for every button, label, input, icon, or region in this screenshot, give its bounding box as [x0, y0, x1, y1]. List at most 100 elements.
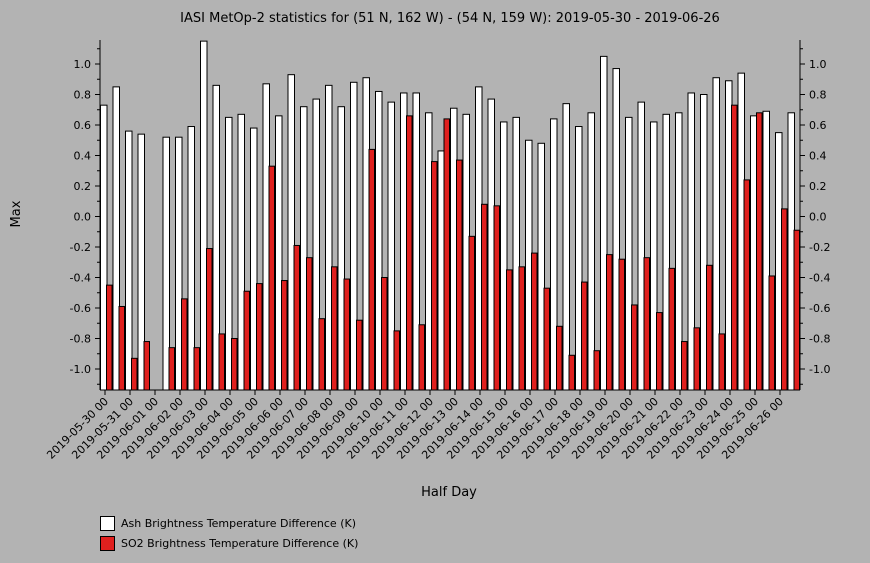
bar-so2 [768, 275, 775, 391]
bar-ash [662, 113, 670, 391]
bar-ash [250, 127, 258, 391]
bar-so2 [718, 333, 725, 391]
y-tick-label-left: 1.0 [74, 58, 92, 71]
bar-so2 [531, 252, 538, 391]
bar-so2 [543, 287, 550, 391]
bar-so2 [143, 341, 150, 391]
bar-so2 [781, 208, 788, 391]
bar-ash [712, 77, 720, 391]
bar-so2 [493, 205, 500, 391]
bar-so2 [343, 278, 350, 391]
bar-ash [375, 90, 383, 391]
bar-ash [600, 55, 608, 391]
bar-ash [162, 136, 170, 391]
y-tick-label-left: 0.2 [74, 180, 92, 193]
y-tick-label-right: 0.6 [809, 119, 827, 132]
bar-so2 [256, 283, 263, 391]
y-tick-label-right: 0.4 [809, 150, 827, 163]
bar-so2 [706, 264, 713, 391]
y-tick-label-left: 0.8 [74, 89, 92, 102]
bar-ash [125, 130, 133, 391]
legend-swatch-so2 [100, 535, 115, 551]
y-axis-label: Max [9, 200, 24, 227]
bar-ash [212, 84, 220, 391]
bar-ash [687, 92, 695, 391]
bar-ash [275, 115, 283, 391]
bar-so2 [381, 277, 388, 391]
bar-so2 [393, 330, 400, 391]
y-tick-label-left: -0.4 [70, 272, 91, 285]
bar-so2 [631, 304, 638, 391]
bar-ash [512, 116, 520, 391]
bar-so2 [268, 165, 275, 391]
bar-so2 [681, 341, 688, 391]
y-tick-label-right: 0.2 [809, 180, 827, 193]
y-tick-label-left: 0.6 [74, 119, 92, 132]
bar-so2 [618, 258, 625, 391]
y-tick-label-left: -0.8 [70, 333, 91, 346]
bar-ash [500, 121, 508, 391]
bar-ash [412, 92, 420, 391]
bar-ash [637, 101, 645, 391]
bar-so2 [281, 280, 288, 391]
legend-swatch-ash [100, 515, 115, 531]
bar-ash [312, 98, 320, 391]
bar-so2 [418, 324, 425, 391]
bar-so2 [756, 112, 763, 391]
y-tick-label-right: -0.2 [809, 241, 830, 254]
bar-so2 [668, 267, 675, 391]
y-tick-label-left: 0.4 [74, 150, 92, 163]
y-tick-label-right: 1.0 [809, 58, 827, 71]
y-tick-label-left: -0.2 [70, 241, 91, 254]
bar-ash [650, 121, 658, 391]
bar-ash [350, 81, 358, 391]
bar-so2 [193, 347, 200, 391]
y-tick-label-right: -0.6 [809, 302, 830, 315]
bar-so2 [656, 312, 663, 391]
bar-ash [100, 104, 108, 391]
bar-ash [337, 106, 345, 391]
bar-so2 [481, 203, 488, 391]
bar-so2 [106, 284, 113, 391]
legend-label-ash: Ash Brightness Temperature Difference (K… [121, 516, 356, 530]
bar-so2 [581, 281, 588, 391]
legend: Ash Brightness Temperature Difference (K… [100, 513, 358, 553]
x-axis-label: Half Day [421, 485, 477, 500]
bar-so2 [306, 257, 313, 391]
bar-so2 [131, 357, 138, 391]
bar-so2 [506, 269, 513, 391]
legend-label-so2: SO2 Brightness Temperature Difference (K… [121, 536, 359, 550]
bar-ash [625, 116, 633, 391]
chart-title: IASI MetOp-2 statistics for (51 N, 162 W… [180, 11, 720, 26]
bar-ash [300, 106, 308, 391]
bar-so2 [606, 254, 613, 391]
bar-so2 [693, 327, 700, 391]
bar-ash [200, 40, 208, 391]
legend-item-ash: Ash Brightness Temperature Difference (K… [100, 513, 358, 533]
bar-so2 [468, 235, 475, 391]
legend-item-so2: SO2 Brightness Temperature Difference (K… [100, 533, 358, 553]
bar-so2 [568, 354, 575, 391]
bar-ash [762, 110, 770, 391]
y-tick-label-left: 0.0 [74, 211, 92, 224]
y-tick-label-right: -0.4 [809, 272, 830, 285]
bar-ash [700, 94, 708, 391]
bar-so2 [731, 104, 738, 391]
bar-ash [550, 118, 558, 391]
bar-so2 [293, 244, 300, 391]
bar-so2 [218, 333, 225, 391]
bar-so2 [206, 248, 213, 391]
bar-so2 [368, 148, 375, 391]
bar-ash [675, 112, 683, 391]
y-tick-label-right: -1.0 [809, 363, 830, 376]
bar-so2 [181, 298, 188, 391]
bar-ash [387, 101, 395, 391]
bar-ash [562, 103, 570, 391]
bar-so2 [743, 179, 750, 391]
y-tick-label-left: -1.0 [70, 363, 91, 376]
bar-so2 [456, 159, 463, 391]
bar-so2 [118, 305, 125, 391]
bar-ash [537, 142, 545, 391]
